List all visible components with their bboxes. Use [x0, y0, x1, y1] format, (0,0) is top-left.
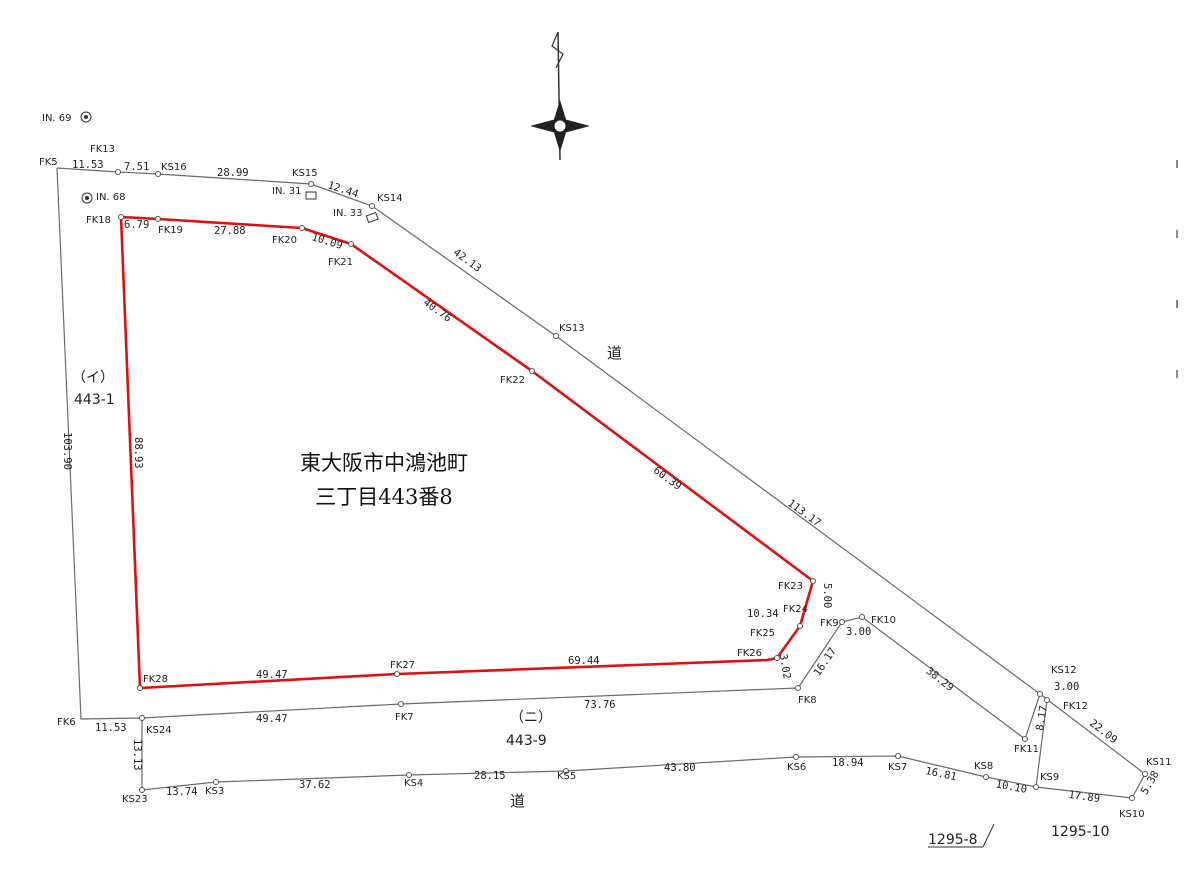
distance-label: 11.53 [95, 722, 127, 734]
point-label: FK21 [328, 257, 353, 268]
point-label: KS5 [557, 771, 576, 782]
point-label: FK19 [158, 225, 183, 236]
road-label-south: 道 [510, 792, 525, 810]
point-label: FK8 [798, 695, 817, 706]
distance-label: 17.89 [1068, 789, 1101, 805]
point-label: FK13 [90, 144, 115, 155]
point-label: KS16 [161, 162, 187, 173]
distance-label: 113.17 [785, 497, 823, 529]
point-label: FK24 [783, 604, 808, 615]
point-label: FK10 [871, 615, 896, 626]
benchmark-markers [80, 111, 379, 224]
point-label: KS8 [974, 761, 993, 772]
benchmark-label-in31: IN. 31 [272, 186, 302, 197]
address-title-box: 東大阪市中鴻池町 三丁目443番8 [238, 436, 530, 568]
distance-label: 5.00 [821, 583, 833, 608]
point-label: KS15 [292, 168, 318, 179]
distance-label: 10.09 [310, 231, 344, 252]
distance-label: 88.93 [132, 437, 144, 469]
north-arrow-icon [530, 31, 590, 161]
distance-label: 49.47 [256, 713, 288, 725]
parcel-number-1295-10: 1295-10 [1051, 824, 1110, 840]
distance-label: 49.47 [256, 669, 288, 681]
distance-label: 12.44 [326, 179, 360, 200]
distance-label: 37.62 [299, 779, 331, 791]
point-label: FK6 [57, 717, 76, 728]
point-label: FK12 [1063, 701, 1088, 712]
distance-label: 11.53 [72, 159, 104, 171]
distance-label: 6.79 [124, 219, 149, 231]
parcel-label-ni: （ニ） [510, 710, 552, 726]
distance-label: 103.90 [61, 432, 73, 470]
point-label: FK9 [820, 618, 839, 629]
distance-label: 16.81 [924, 765, 957, 783]
point-label: FK11 [1014, 744, 1039, 755]
distance-label: 40.76 [421, 296, 454, 324]
distance-label: 13.13 [131, 739, 143, 771]
margin-tick [1176, 230, 1178, 238]
survey-point-markers [115, 169, 1148, 801]
address-line-1: 東大阪市中鴻池町 [300, 451, 468, 475]
benchmark-label-in69: IN. 69 [42, 113, 72, 124]
distance-label: 69.44 [568, 655, 600, 667]
margin-tick [1176, 370, 1178, 378]
distance-label: 73.76 [584, 699, 616, 711]
point-label: FK23 [778, 581, 803, 592]
parcel-number-443-1: 443-1 [74, 392, 115, 408]
point-label: KS3 [205, 786, 224, 797]
distance-label: 3.00 [846, 626, 871, 638]
point-label: KS23 [122, 794, 148, 805]
benchmark-label-in33: IN. 33 [333, 208, 363, 219]
point-label: KS4 [404, 778, 423, 789]
address-line-2: 三丁目443番8 [315, 485, 453, 509]
distance-label: 10.10 [995, 779, 1028, 796]
point-label: FK26 [737, 648, 762, 659]
distance-label: 10.34 [747, 608, 779, 620]
distance-label: 42.13 [451, 246, 484, 274]
distance-label: 60.39 [651, 464, 684, 492]
distance-label: 8.17 [1034, 705, 1050, 732]
point-label: FK22 [500, 375, 525, 386]
distance-label: 13.74 [166, 786, 198, 798]
road-label-north: 道 [607, 344, 622, 362]
blank-margin [1020, 0, 1186, 470]
point-label: FK18 [86, 215, 111, 226]
distance-label: 38.29 [924, 665, 956, 694]
point-label: KS11 [1146, 757, 1172, 768]
parcel-number-443-9: 443-9 [506, 733, 547, 749]
distance-label: 27.88 [214, 225, 246, 237]
benchmark-label-in68: IN. 68 [96, 192, 126, 203]
distance-label: 7.51 [124, 161, 149, 173]
point-label: KS13 [559, 323, 585, 334]
margin-tick [1176, 160, 1178, 168]
distance-label: 3.00 [1054, 681, 1079, 693]
point-label: KS6 [787, 762, 806, 773]
parcel-label-i: （イ） [72, 370, 114, 386]
point-label: KS10 [1119, 809, 1145, 820]
distance-label: 43.80 [664, 762, 696, 774]
parcel-number-1295-8: 1295-8 [928, 832, 978, 848]
point-label: KS24 [146, 725, 172, 736]
point-label: KS7 [888, 762, 907, 773]
point-label: FK27 [390, 660, 415, 671]
distance-label: 28.99 [217, 167, 249, 179]
point-label: FK7 [395, 712, 414, 723]
point-label: FK28 [143, 674, 168, 685]
margin-tick [1176, 300, 1178, 308]
point-label: FK25 [750, 628, 775, 639]
distance-label: 3.02 [777, 653, 793, 680]
point-label: KS12 [1051, 665, 1077, 676]
point-label: FK5 [39, 157, 58, 168]
point-label: KS9 [1040, 772, 1059, 783]
point-label: KS14 [377, 193, 403, 204]
distance-label: 28.15 [474, 770, 506, 782]
distance-label: 18.94 [832, 757, 864, 769]
point-label: FK20 [272, 235, 297, 246]
subject-parcel-boundary [119, 215, 815, 690]
